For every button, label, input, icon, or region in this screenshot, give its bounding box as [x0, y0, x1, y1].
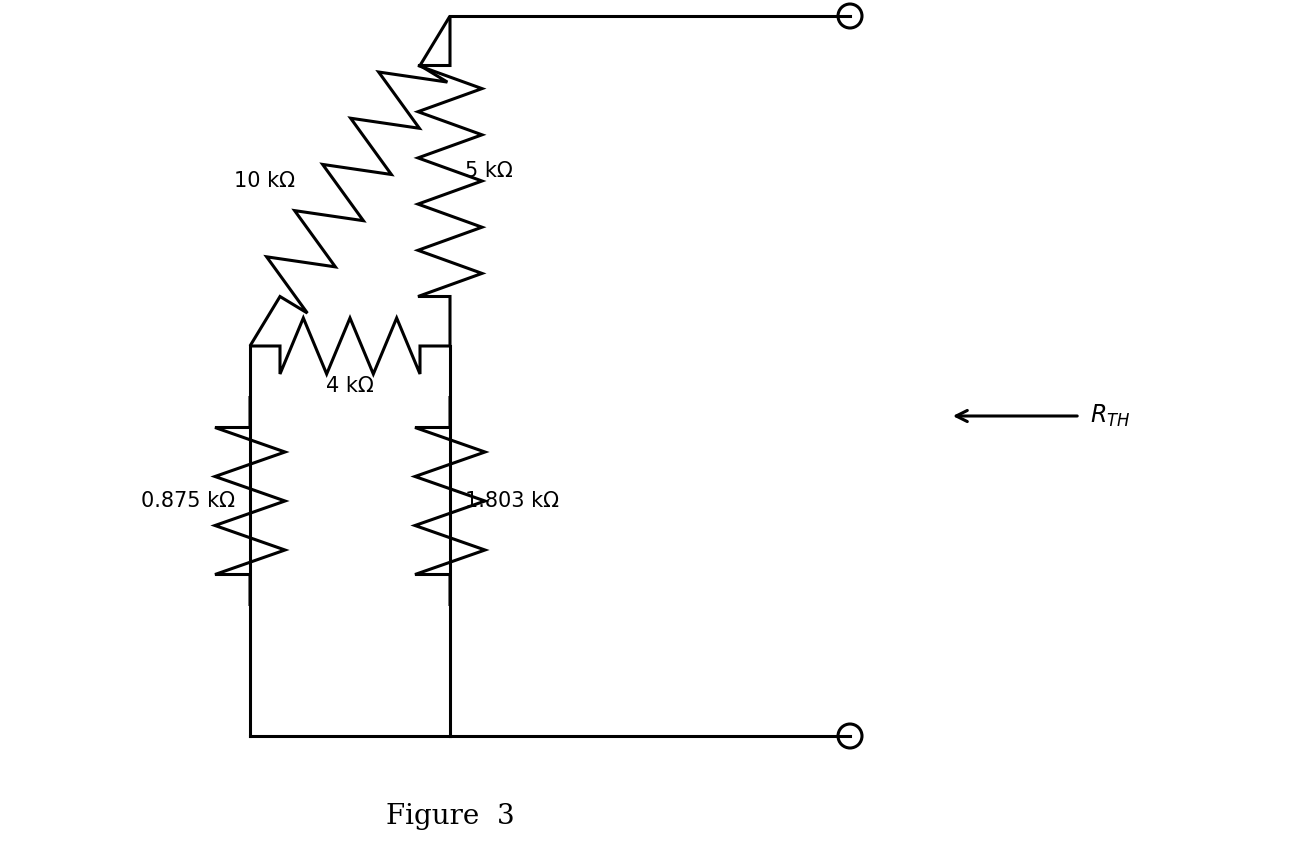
Text: 4 kΩ: 4 kΩ [326, 376, 374, 396]
Text: Figure  3: Figure 3 [385, 803, 515, 830]
Text: 5 kΩ: 5 kΩ [465, 161, 513, 181]
Text: 0.875 kΩ: 0.875 kΩ [141, 491, 235, 511]
Text: 10 kΩ: 10 kΩ [234, 171, 295, 191]
Text: 1.803 kΩ: 1.803 kΩ [465, 491, 559, 511]
Text: $R_{TH}$: $R_{TH}$ [1091, 403, 1131, 429]
